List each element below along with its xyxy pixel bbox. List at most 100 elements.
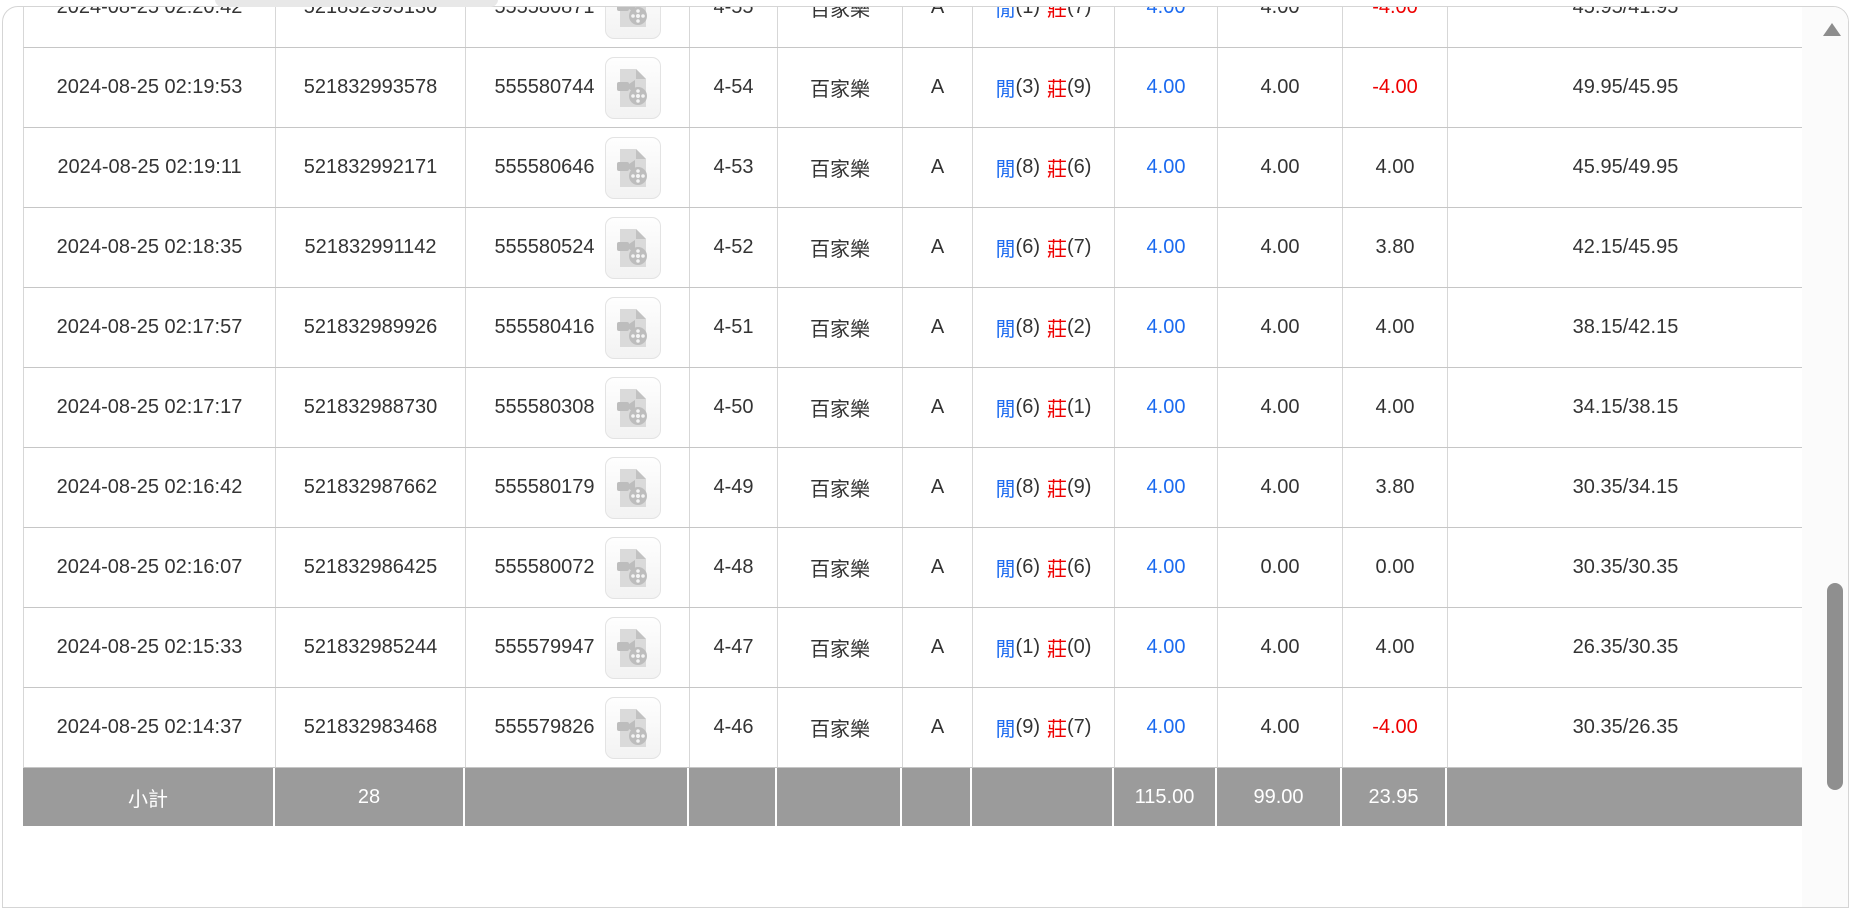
round-ref-number: 555580308: [494, 396, 595, 418]
cell-valid-amount: 4.00: [1218, 368, 1343, 447]
cell-round-ref: 555579826: [466, 688, 690, 767]
video-file-icon: [616, 228, 647, 267]
video-file-icon: [616, 68, 647, 107]
cell-bet-id: 521832995130: [276, 7, 466, 47]
player-label: 閒: [995, 639, 1016, 661]
table-row: 2024-08-25 02:20:42 521832995130 5555808…: [23, 6, 1823, 48]
round-ref-number: 555580744: [494, 76, 595, 98]
subtotal-valid-total: 99.00: [1217, 768, 1342, 826]
cell-result: 閒 (1) 莊 (7): [973, 6, 1115, 47]
banker-points: (1): [1067, 396, 1092, 418]
cell-bet-id: 521832986425: [276, 528, 466, 607]
cell-time: 2024-08-25 02:19:11: [24, 128, 276, 207]
cell-valid-amount: 4.00: [1218, 48, 1343, 127]
cell-round: 4-47: [690, 608, 778, 687]
video-replay-button[interactable]: [604, 7, 661, 39]
cell-time: 2024-08-25 02:19:53: [24, 48, 276, 127]
video-replay-button[interactable]: [604, 296, 661, 359]
subtotal-empty-table: [902, 768, 972, 826]
subtotal-empty-result: [972, 768, 1114, 826]
table-row: 2024-08-25 02:17:17 521832988730 5555803…: [23, 368, 1823, 448]
video-replay-button[interactable]: [604, 696, 661, 759]
cell-bet-amount[interactable]: 4.00: [1115, 448, 1218, 527]
cell-bet-amount[interactable]: 4.00: [1115, 608, 1218, 687]
cell-bet-id: 521832988730: [276, 368, 466, 447]
banker-label: 莊: [1047, 159, 1067, 181]
banker-points: (6): [1067, 156, 1092, 178]
cell-valid-amount: 4.00: [1218, 288, 1343, 367]
cell-balance: 45.95/41.95: [1448, 7, 1804, 47]
cell-time: 2024-08-25 02:17:17: [24, 368, 276, 447]
video-replay-button[interactable]: [604, 56, 661, 119]
cell-game: 百家樂: [778, 688, 903, 767]
round-ref-number: 555580179: [494, 476, 595, 498]
cell-round: 4-55: [690, 7, 778, 47]
player-points: (1): [1015, 636, 1040, 658]
scroll-up-arrow-icon[interactable]: [1823, 23, 1841, 36]
vertical-scrollbar[interactable]: [1802, 7, 1848, 907]
cell-result: 閒 (8) 莊 (2): [973, 288, 1115, 367]
round-ref-number: 555580072: [494, 556, 595, 578]
video-replay-button[interactable]: [604, 216, 661, 279]
cell-table: A: [903, 448, 973, 527]
subtotal-empty-game: [777, 768, 902, 826]
cell-round-ref: 555580871: [466, 7, 690, 47]
banker-points: (2): [1067, 316, 1092, 338]
cell-time: 2024-08-25 02:16:42: [24, 448, 276, 527]
subtotal-empty-round: [689, 768, 777, 826]
cell-table: A: [903, 7, 973, 47]
cell-bet-id: 521832993578: [276, 48, 466, 127]
notification-pill-remnant: [215, 0, 498, 7]
banker-label: 莊: [1047, 559, 1067, 581]
banker-points: (7): [1067, 716, 1092, 738]
cell-round-ref: 555580072: [466, 528, 690, 607]
cell-valid-amount: 4.00: [1218, 448, 1343, 527]
cell-bet-amount[interactable]: 4.00: [1115, 688, 1218, 767]
banker-label: 莊: [1047, 319, 1067, 341]
table-row: 2024-08-25 02:16:42 521832987662 5555801…: [23, 448, 1823, 528]
player-points: (6): [1015, 236, 1040, 258]
video-replay-button[interactable]: [604, 456, 661, 519]
cell-table: A: [903, 48, 973, 127]
cell-valid-amount: 4.00: [1218, 7, 1343, 47]
player-points: (3): [1015, 76, 1040, 98]
cell-balance: 30.35/26.35: [1448, 688, 1804, 767]
player-label: 閒: [995, 559, 1016, 581]
cell-win-loss: -4.00: [1343, 688, 1448, 767]
video-file-icon: [616, 7, 647, 27]
cell-bet-amount[interactable]: 4.00: [1115, 128, 1218, 207]
cell-table: A: [903, 688, 973, 767]
cell-result: 閒 (8) 莊 (6): [973, 128, 1115, 207]
cell-bet-amount[interactable]: 4.00: [1115, 528, 1218, 607]
cell-bet-amount[interactable]: 4.00: [1115, 368, 1218, 447]
banker-label: 莊: [1047, 479, 1067, 501]
cell-result: 閒 (1) 莊 (0): [973, 608, 1115, 687]
banker-points: (9): [1067, 476, 1092, 498]
cell-win-loss: 4.00: [1343, 608, 1448, 687]
subtotal-empty-ref: [465, 768, 689, 826]
cell-bet-amount[interactable]: 4.00: [1115, 7, 1218, 47]
table-row: 2024-08-25 02:15:33 521832985244 5555799…: [23, 608, 1823, 688]
cell-round-ref: 555580179: [466, 448, 690, 527]
cell-round-ref: 555580416: [466, 288, 690, 367]
cell-result: 閒 (6) 莊 (1): [973, 368, 1115, 447]
cell-table: A: [903, 288, 973, 367]
banker-label: 莊: [1047, 639, 1067, 661]
cell-valid-amount: 4.00: [1218, 608, 1343, 687]
video-replay-button[interactable]: [604, 616, 661, 679]
cell-valid-amount: 4.00: [1218, 128, 1343, 207]
cell-round: 4-46: [690, 688, 778, 767]
video-replay-button[interactable]: [604, 536, 661, 599]
cell-bet-amount[interactable]: 4.00: [1115, 48, 1218, 127]
scrollbar-thumb[interactable]: [1827, 583, 1843, 790]
cell-bet-amount[interactable]: 4.00: [1115, 288, 1218, 367]
cell-balance: 42.15/45.95: [1448, 208, 1804, 287]
cell-game: 百家樂: [778, 608, 903, 687]
video-replay-button[interactable]: [604, 136, 661, 199]
video-replay-button[interactable]: [604, 376, 661, 439]
cell-balance: 45.95/49.95: [1448, 128, 1804, 207]
player-label: 閒: [995, 399, 1016, 421]
player-points: (1): [1015, 6, 1040, 18]
cell-bet-amount[interactable]: 4.00: [1115, 208, 1218, 287]
cell-game: 百家樂: [778, 448, 903, 527]
